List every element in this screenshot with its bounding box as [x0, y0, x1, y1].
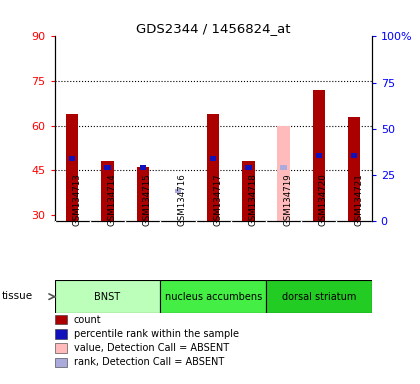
- Bar: [66, 114, 79, 221]
- Text: rank, Detection Call = ABSENT: rank, Detection Call = ABSENT: [74, 357, 224, 367]
- Text: value, Detection Call = ABSENT: value, Detection Call = ABSENT: [74, 343, 228, 353]
- Bar: [104, 165, 110, 169]
- Bar: [351, 153, 357, 157]
- Bar: [281, 165, 287, 169]
- Text: percentile rank within the sample: percentile rank within the sample: [74, 329, 239, 339]
- Bar: [278, 126, 290, 221]
- Text: GSM134717: GSM134717: [213, 173, 222, 225]
- Text: GSM134721: GSM134721: [354, 173, 363, 225]
- Bar: [175, 189, 181, 193]
- Text: tissue: tissue: [2, 291, 33, 301]
- Text: GSM134714: GSM134714: [108, 173, 116, 225]
- Text: GSM134713: GSM134713: [72, 173, 81, 225]
- Text: nucleus accumbens: nucleus accumbens: [165, 291, 262, 302]
- Bar: [69, 156, 75, 161]
- Text: GSM134716: GSM134716: [178, 173, 187, 225]
- Bar: [242, 161, 255, 221]
- Bar: [139, 165, 146, 169]
- Text: count: count: [74, 314, 101, 325]
- Bar: [348, 117, 360, 221]
- Bar: [312, 90, 325, 221]
- Text: GSM134718: GSM134718: [248, 173, 257, 225]
- Bar: [101, 161, 114, 221]
- Bar: [160, 280, 266, 313]
- Text: GSM134720: GSM134720: [319, 173, 328, 225]
- Bar: [266, 280, 372, 313]
- Bar: [316, 153, 322, 157]
- Text: GSM134715: GSM134715: [143, 173, 152, 225]
- Title: GDS2344 / 1456824_at: GDS2344 / 1456824_at: [136, 22, 290, 35]
- Bar: [210, 156, 216, 161]
- Text: GSM134719: GSM134719: [284, 173, 293, 225]
- Bar: [136, 167, 149, 221]
- Bar: [55, 280, 160, 313]
- Text: BNST: BNST: [94, 291, 121, 302]
- Bar: [245, 165, 252, 169]
- Text: dorsal striatum: dorsal striatum: [282, 291, 356, 302]
- Bar: [207, 114, 219, 221]
